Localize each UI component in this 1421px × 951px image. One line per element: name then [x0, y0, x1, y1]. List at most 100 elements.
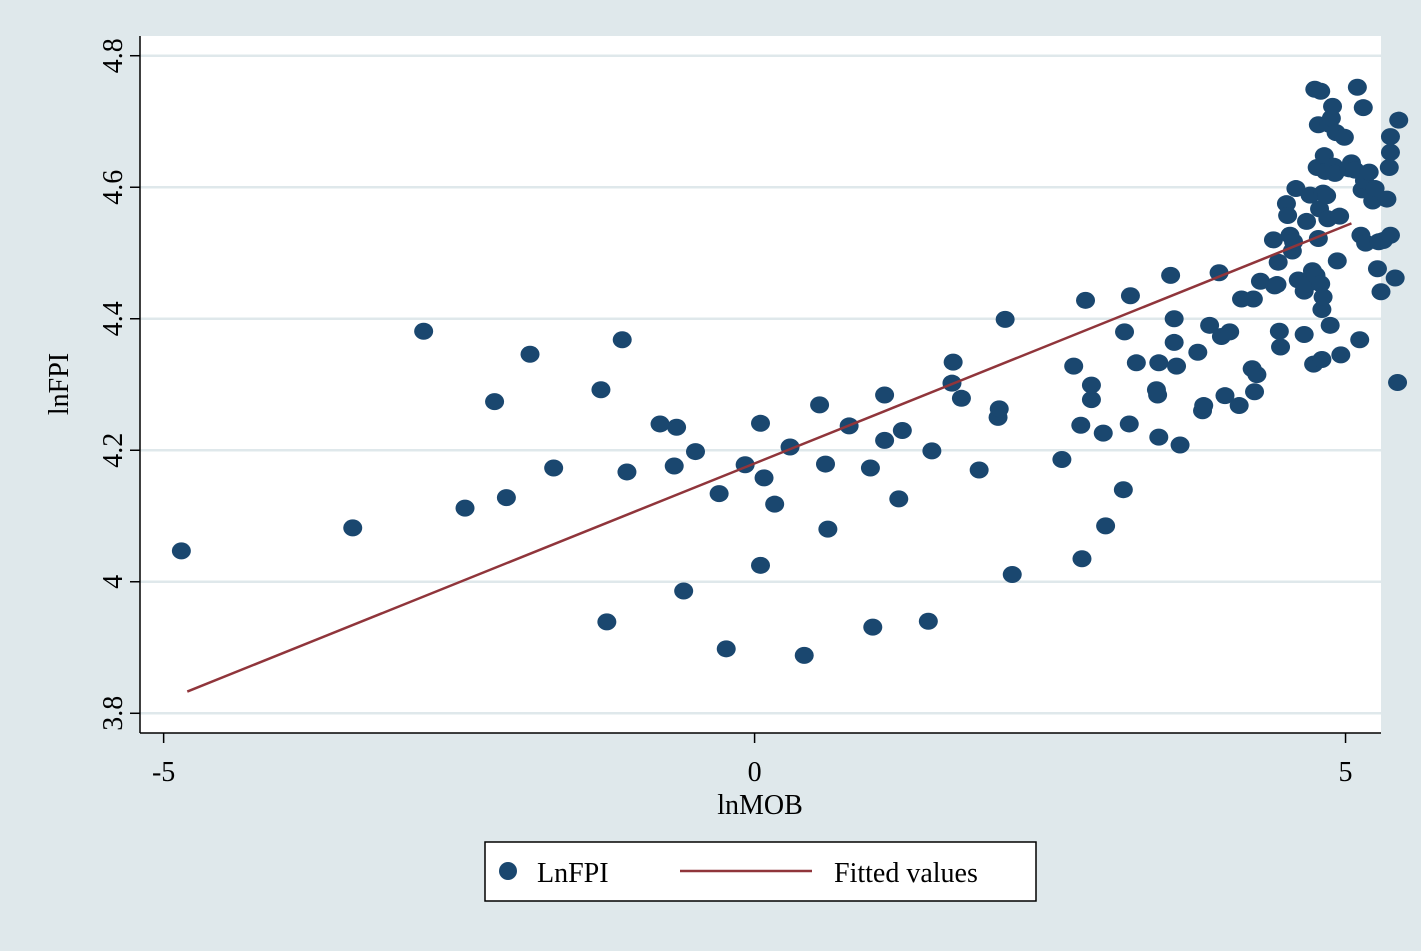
scatter-point: [863, 618, 883, 636]
scatter-point: [1209, 264, 1229, 282]
scatter-point: [1313, 288, 1333, 306]
scatter-point: [1148, 386, 1168, 404]
scatter-point: [1294, 326, 1314, 344]
scatter-point: [1334, 128, 1354, 146]
scatter-point: [716, 640, 736, 658]
scatter-point: [1215, 387, 1235, 405]
scatter-points: [171, 78, 1409, 664]
scatter-point: [414, 322, 434, 340]
scatter-point: [1385, 269, 1405, 287]
scatter-point: [1363, 192, 1383, 210]
y-tick-label: 4.4: [98, 301, 129, 336]
scatter-point: [875, 431, 895, 449]
scatter-point: [1229, 397, 1249, 415]
scatter-point: [685, 443, 705, 461]
scatter-point: [1096, 517, 1116, 535]
scatter-point: [1064, 357, 1084, 375]
scatter-point: [1076, 291, 1096, 309]
scatter-point: [1331, 346, 1351, 364]
scatter-point: [544, 459, 564, 477]
scatter-point: [674, 582, 694, 600]
scatter-point: [1380, 143, 1400, 161]
scatter-point: [667, 418, 687, 436]
scatter-point: [765, 495, 785, 513]
x-tick-label: 5: [1339, 757, 1353, 788]
scatter-point: [989, 400, 1009, 418]
scatter-point: [1071, 416, 1091, 434]
scatter-point: [1371, 283, 1391, 301]
y-tick-label: 4.2: [98, 433, 129, 468]
scatter-point: [664, 457, 684, 475]
scatter-point: [1245, 383, 1265, 401]
scatter-point: [860, 459, 880, 477]
legend-scatter-marker: [499, 862, 517, 880]
plot-area: [140, 36, 1381, 733]
scatter-point: [617, 463, 637, 481]
scatter-point: [1081, 391, 1101, 409]
scatter-point: [1327, 252, 1347, 270]
scatter-point: [1126, 354, 1146, 372]
scatter-point: [1119, 415, 1139, 433]
scatter-point: [1388, 374, 1408, 392]
axes: [139, 36, 1381, 734]
scatter-point: [591, 381, 611, 399]
scatter-point: [1093, 424, 1113, 442]
scatter-point: [892, 422, 912, 440]
scatter-point: [1120, 287, 1140, 305]
scatter-point: [794, 646, 814, 664]
scatter-point: [455, 499, 475, 517]
scatter-point: [1347, 78, 1367, 96]
scatter-point: [951, 389, 971, 407]
scatter-point: [1052, 450, 1072, 468]
scatter-point: [1353, 99, 1373, 117]
scatter-point: [1359, 163, 1379, 181]
scatter-point: [1263, 231, 1283, 249]
scatter-point: [1149, 354, 1169, 372]
scatter-point: [754, 469, 774, 487]
y-tick-label: 4: [98, 575, 129, 589]
scatter-point: [520, 345, 540, 363]
scatter-point: [1268, 253, 1288, 271]
scatter-point: [1365, 180, 1385, 198]
scatter-point: [1312, 301, 1332, 319]
scatter-point: [1380, 128, 1400, 146]
scatter-point: [1081, 376, 1101, 394]
scatter-point: [918, 612, 938, 630]
scatter-point: [1367, 260, 1387, 278]
scatter-point: [818, 520, 838, 538]
grid-lines: [140, 54, 1381, 715]
scatter-point: [1247, 366, 1267, 384]
axis-ticks: 3.8 4 4.2 4.4 4.6 4.8 -5 0 5: [98, 38, 1353, 788]
scatter-point: [1330, 207, 1350, 225]
legend-line-label: Fitted values: [834, 858, 978, 889]
scatter-point: [810, 396, 830, 414]
scatter-point: [1113, 481, 1133, 499]
scatter-point: [1311, 82, 1331, 100]
scatter-point: [171, 542, 191, 560]
scatter-point: [1194, 397, 1214, 415]
y-tick-label: 4.8: [98, 38, 129, 73]
scatter-point: [1161, 266, 1181, 284]
scatter-point: [1164, 310, 1184, 328]
scatter-point: [1323, 97, 1343, 115]
y-tick-label: 3.8: [98, 696, 129, 731]
scatter-point: [1269, 322, 1289, 340]
scatter-point: [1200, 316, 1220, 334]
scatter-point: [816, 455, 836, 473]
scatter-point: [922, 442, 942, 460]
scatter-point: [1317, 187, 1337, 205]
scatter-point: [1220, 323, 1240, 341]
scatter-point: [875, 386, 895, 404]
scatter-point: [1164, 333, 1184, 351]
scatter-point: [889, 490, 909, 508]
scatter-point: [485, 393, 505, 411]
x-tick-label: -5: [152, 757, 175, 788]
scatter-point: [1170, 436, 1190, 454]
scatter-point: [1312, 351, 1332, 369]
scatter-point: [343, 519, 363, 537]
scatter-point: [1377, 190, 1397, 208]
x-tick-label: 0: [748, 757, 762, 788]
scatter-point: [650, 415, 670, 433]
